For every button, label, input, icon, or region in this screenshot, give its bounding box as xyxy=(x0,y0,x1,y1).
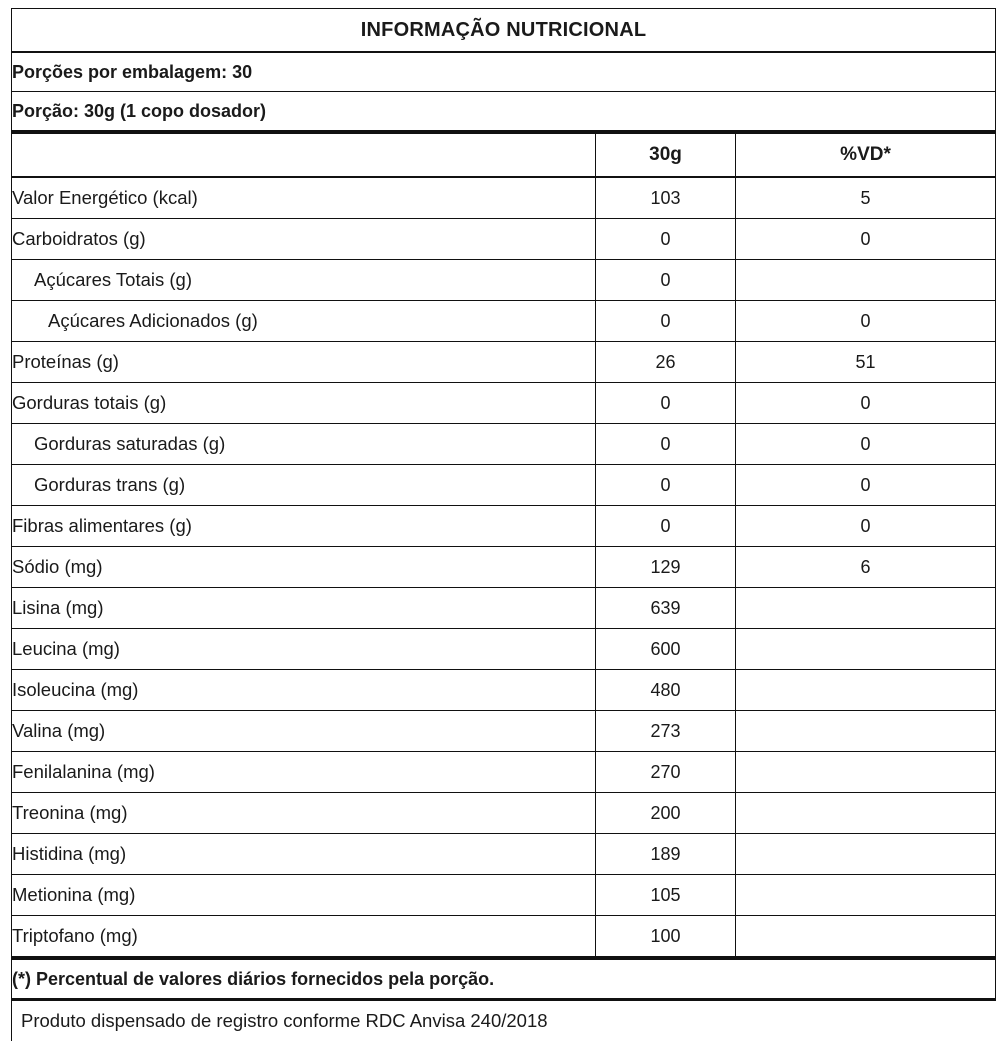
table-row: Metionina (mg) 105 xyxy=(11,874,997,916)
table-row: Isoleucina (mg) 480 xyxy=(11,669,997,711)
nutrient-label: Gorduras trans (g) xyxy=(11,464,596,506)
nutrition-facts-table: INFORMAÇÃO NUTRICIONAL Porções por embal… xyxy=(10,8,997,1001)
nutrient-amount: 273 xyxy=(595,710,736,752)
table-row: Gorduras trans (g) 0 0 xyxy=(11,464,997,506)
nutrient-amount: 0 xyxy=(595,464,736,506)
nutrient-daily-value: 0 xyxy=(734,505,997,547)
nutrient-daily-value: 0 xyxy=(734,382,997,424)
nutrient-daily-value xyxy=(734,710,997,752)
nutrient-amount: 270 xyxy=(595,751,736,793)
nutrient-daily-value: 0 xyxy=(734,300,997,342)
nutrient-label: Treonina (mg) xyxy=(11,792,596,834)
nutrient-amount: 0 xyxy=(595,505,736,547)
nutrient-amount: 600 xyxy=(595,628,736,670)
table-row: Fenilalanina (mg) 270 xyxy=(11,751,997,793)
nutrient-daily-value xyxy=(734,833,997,875)
nutrient-amount: 0 xyxy=(595,218,736,260)
nutrient-label: Metionina (mg) xyxy=(11,874,596,916)
column-header-amount: 30g xyxy=(595,131,736,178)
nutrient-daily-value xyxy=(734,669,997,711)
nutrient-daily-value: 0 xyxy=(734,218,997,260)
nutrient-amount: 480 xyxy=(595,669,736,711)
nutrient-daily-value xyxy=(734,792,997,834)
table-row: Valor Energético (kcal) 103 5 xyxy=(11,176,997,219)
nutrient-daily-value: 5 xyxy=(734,176,997,219)
nutrient-label: Lisina (mg) xyxy=(11,587,596,629)
nutrient-daily-value xyxy=(734,751,997,793)
nutrient-daily-value xyxy=(734,874,997,916)
nutrient-daily-value: 51 xyxy=(734,341,997,383)
nutrient-daily-value xyxy=(734,915,997,960)
nutrient-label: Fibras alimentares (g) xyxy=(11,505,596,547)
nutrient-label: Carboidratos (g) xyxy=(11,218,596,260)
servings-per-package-row: Porções por embalagem: 30 xyxy=(10,51,997,92)
table-body: INFORMAÇÃO NUTRICIONAL Porções por embal… xyxy=(10,8,997,1001)
nutrient-daily-value: 0 xyxy=(734,423,997,465)
nutrient-label: Proteínas (g) xyxy=(11,341,596,383)
nutrient-amount: 200 xyxy=(595,792,736,834)
nutrient-amount: 0 xyxy=(595,259,736,301)
nutrient-amount: 0 xyxy=(595,300,736,342)
nutrient-amount: 26 xyxy=(595,341,736,383)
table-row: Gorduras saturadas (g) 0 0 xyxy=(11,423,997,465)
nutrient-amount: 639 xyxy=(595,587,736,629)
nutrient-label: Açúcares Adicionados (g) xyxy=(11,300,596,342)
nutrient-label: Fenilalanina (mg) xyxy=(11,751,596,793)
nutrient-amount: 100 xyxy=(595,915,736,960)
nutrient-daily-value xyxy=(734,587,997,629)
nutrient-label: Sódio (mg) xyxy=(11,546,596,588)
table-row: Carboidratos (g) 0 0 xyxy=(11,218,997,260)
nutrient-label: Valina (mg) xyxy=(11,710,596,752)
table-row: Treonina (mg) 200 xyxy=(11,792,997,834)
table-row: Fibras alimentares (g) 0 0 xyxy=(11,505,997,547)
table-row: Lisina (mg) 639 xyxy=(11,587,997,629)
serving-size-text: Porção: 30g (1 copo dosador) xyxy=(10,91,997,134)
serving-size-row: Porção: 30g (1 copo dosador) xyxy=(10,91,997,134)
nutrient-amount: 189 xyxy=(595,833,736,875)
servings-per-package-text: Porções por embalagem: 30 xyxy=(10,51,997,92)
nutrient-amount: 103 xyxy=(595,176,736,219)
nutrient-label: Gorduras saturadas (g) xyxy=(11,423,596,465)
nutrient-daily-value: 6 xyxy=(734,546,997,588)
nutrient-label: Isoleucina (mg) xyxy=(11,669,596,711)
nutrient-label: Valor Energético (kcal) xyxy=(11,176,596,219)
table-row: Histidina (mg) 189 xyxy=(11,833,997,875)
table-row: Sódio (mg) 129 6 xyxy=(11,546,997,588)
table-row: Proteínas (g) 26 51 xyxy=(11,341,997,383)
column-header-vd: %VD* xyxy=(734,131,997,178)
column-header-row: 30g %VD* xyxy=(11,131,997,178)
registration-note: Produto dispensado de registro conforme … xyxy=(11,1001,995,1041)
page-title: INFORMAÇÃO NUTRICIONAL xyxy=(10,8,997,53)
table-row: Leucina (mg) 600 xyxy=(11,628,997,670)
nutrient-label: Açúcares Totais (g) xyxy=(11,259,596,301)
nutrient-daily-value xyxy=(734,259,997,301)
nutrient-daily-value: 0 xyxy=(734,464,997,506)
nutrient-label: Histidina (mg) xyxy=(11,833,596,875)
table-row: Açúcares Adicionados (g) 0 0 xyxy=(11,300,997,342)
nutrient-label: Triptofano (mg) xyxy=(11,915,596,960)
table-row: Valina (mg) 273 xyxy=(11,710,997,752)
nutrient-amount: 0 xyxy=(595,382,736,424)
nutrient-amount: 0 xyxy=(595,423,736,465)
nutrient-amount: 129 xyxy=(595,546,736,588)
nutrition-facts-page: INFORMAÇÃO NUTRICIONAL Porções por embal… xyxy=(10,8,997,1041)
nutrient-label: Gorduras totais (g) xyxy=(11,382,596,424)
table-row: Triptofano (mg) 100 xyxy=(11,915,997,960)
table-row: Gorduras totais (g) 0 0 xyxy=(11,382,997,424)
nutrient-daily-value xyxy=(734,628,997,670)
footnote-text: (*) Percentual de valores diários fornec… xyxy=(10,957,997,1001)
column-header-name xyxy=(11,131,596,178)
title-row: INFORMAÇÃO NUTRICIONAL xyxy=(10,8,997,53)
nutrient-label: Leucina (mg) xyxy=(11,628,596,670)
table-row: Açúcares Totais (g) 0 xyxy=(11,259,997,301)
nutrient-amount: 105 xyxy=(595,874,736,916)
footnote-row: (*) Percentual de valores diários fornec… xyxy=(10,957,997,1001)
